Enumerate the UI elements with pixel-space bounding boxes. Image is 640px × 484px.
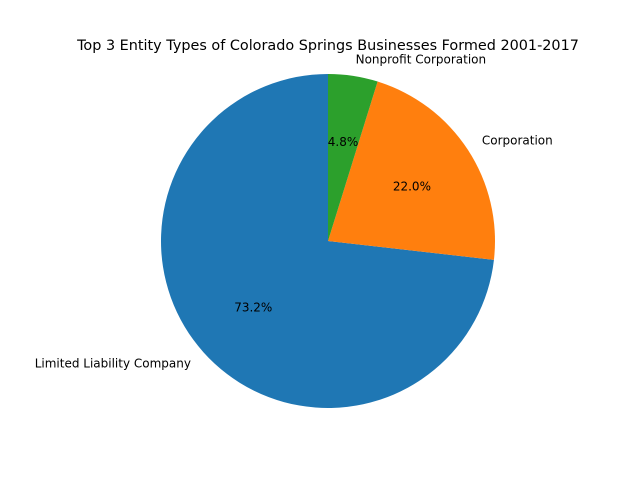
pie-slice-nonprofit-corporation bbox=[328, 74, 378, 241]
pie-slice-corporation bbox=[328, 81, 495, 260]
pie-pct-label-nonprofit-corporation: 4.8% bbox=[328, 135, 359, 149]
pie-slices bbox=[160, 74, 495, 408]
pie-category-label-corporation: Corporation bbox=[482, 134, 553, 148]
pie-slice-limited-liability-company bbox=[160, 74, 494, 408]
pie-pct-label-corporation: 22.0% bbox=[393, 179, 431, 193]
chart-title: Top 3 Entity Types of Colorado Springs B… bbox=[76, 38, 579, 54]
pie-pct-label-limited-liability-company: 73.2% bbox=[234, 301, 272, 315]
pie-labels: 73.2% Limited Liability Company 22.0% Corpo… bbox=[35, 52, 553, 370]
pie-category-label-limited-liability-company: Limited Liability Company bbox=[35, 356, 191, 370]
pie-category-label-nonprofit-corporation: Nonprofit Corporation bbox=[356, 52, 487, 66]
